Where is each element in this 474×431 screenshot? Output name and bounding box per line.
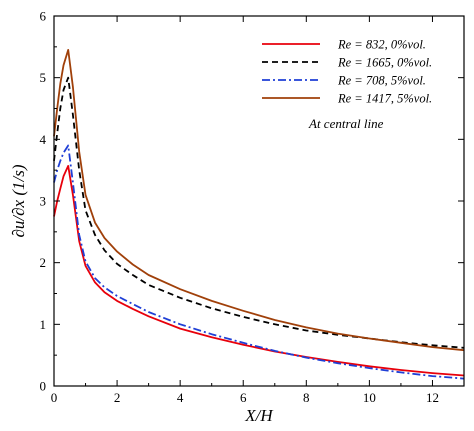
y-tick-label: 3 <box>40 194 47 209</box>
series-line-1 <box>53 76 465 349</box>
annotation-text: At central line <box>308 116 384 131</box>
legend-label-0: Re = 832, 0%vol. <box>337 38 426 52</box>
legend-label-1: Re = 1665, 0%vol. <box>337 56 432 70</box>
y-tick-label: 6 <box>40 9 47 24</box>
series-layer <box>53 49 465 380</box>
legend: Re = 832, 0%vol. Re = 1665, 0%vol. Re = 70… <box>262 38 432 106</box>
x-tick-label: 6 <box>240 390 247 405</box>
x-tick-label: 8 <box>303 390 310 405</box>
y-tick-label: 5 <box>40 70 47 85</box>
y-tick-label: 0 <box>40 379 47 394</box>
plot-frame <box>53 15 465 387</box>
legend-label-3: Re = 1417, 5%vol. <box>337 92 432 106</box>
x-tick-label: 10 <box>363 390 376 405</box>
x-axis-title: X/H <box>244 406 274 425</box>
x-tick-label: 0 <box>51 390 58 405</box>
series-line-3 <box>53 49 465 352</box>
series-line-0 <box>53 165 465 377</box>
series-line-2 <box>53 144 465 380</box>
x-tick-label: 4 <box>177 390 184 405</box>
legend-label-2: Re = 708, 5%vol. <box>337 74 426 88</box>
x-tick-label: 12 <box>426 390 439 405</box>
y-tick-label: 2 <box>40 255 47 270</box>
y-axis-title: ∂u/∂x (1/s) <box>9 164 28 237</box>
x-tick-label: 2 <box>114 390 121 405</box>
y-tick-label: 4 <box>40 132 47 147</box>
y-tick-label: 1 <box>40 317 47 332</box>
